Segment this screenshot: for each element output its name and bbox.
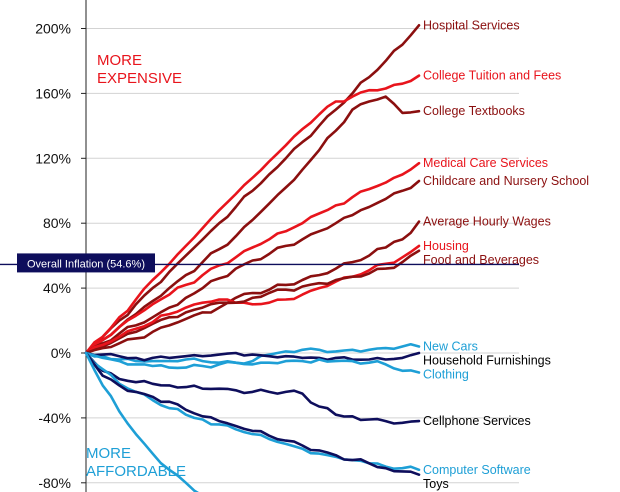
series-label: Medical Care Services (423, 156, 548, 170)
series-line (84, 249, 421, 355)
series-line (84, 351, 421, 476)
series-label: Childcare and Nursery School (423, 174, 589, 188)
series-line (84, 351, 421, 472)
y-tick-label: 0% (51, 345, 71, 361)
y-tick-label: 40% (43, 280, 71, 296)
series-line (84, 351, 421, 374)
y-tick-label: 160% (35, 85, 71, 101)
annotations: MORE EXPENSIVE MORE AFFORDABLE (86, 52, 186, 480)
gridlines (81, 28, 519, 484)
series-label: Computer Software (423, 463, 531, 477)
more-expensive-line2: EXPENSIVE (97, 70, 182, 87)
series-line (84, 220, 421, 355)
series-line (84, 351, 421, 362)
overall-inflation: Overall Inflation (54.6%) (0, 253, 519, 273)
series-label: Hospital Services (423, 18, 520, 32)
series-line (84, 179, 421, 355)
series-line (84, 343, 421, 365)
overall-inflation-label: Overall Inflation (54.6%) (27, 258, 145, 270)
y-tick-label: -80% (38, 475, 71, 491)
more-affordable-line2: AFFORDABLE (86, 463, 186, 480)
series-line (84, 244, 421, 355)
series-label: Toys (423, 477, 449, 491)
series-label: Cellphone Services (423, 414, 531, 428)
y-tick-label: 80% (43, 215, 71, 231)
y-tick-label: 120% (35, 150, 71, 166)
series-label: New Cars (423, 340, 478, 354)
series-labels: Hospital Services College Tuition and Fee… (423, 18, 589, 491)
series-label: Average Hourly Wages (423, 215, 551, 229)
series-line (84, 351, 199, 492)
overall-inflation-label-box (17, 253, 155, 273)
series-label: Clothing (423, 368, 469, 382)
series-line (84, 95, 421, 355)
series-line (84, 74, 421, 355)
y-tick-labels: 200% 160% 120% 80% 40% 0% -40% -80% (35, 21, 71, 491)
series-label: Food and Beverages (423, 253, 539, 267)
series-label: Household Furnishings (423, 354, 551, 368)
series-label: Housing (423, 239, 469, 253)
more-expensive-line1: MORE (97, 52, 142, 69)
series-line (84, 24, 421, 355)
y-tick-label: -40% (38, 410, 71, 426)
series-lines (84, 24, 421, 492)
more-affordable-line1: MORE (86, 445, 131, 462)
series-label: College Textbooks (423, 104, 525, 118)
y-tick-label: 200% (35, 21, 71, 37)
series-line (84, 161, 421, 355)
series-line (84, 351, 421, 425)
series-label: College Tuition and Fees (423, 69, 561, 83)
